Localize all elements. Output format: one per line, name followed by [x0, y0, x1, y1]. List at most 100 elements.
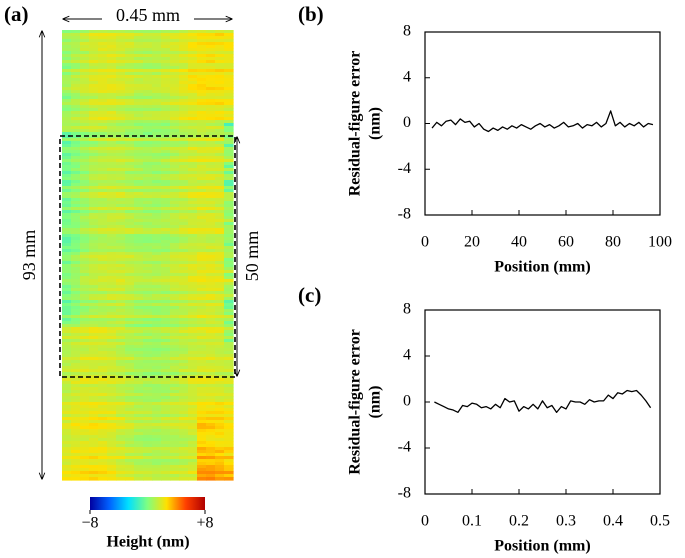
heatmap-cell [188, 366, 198, 370]
heatmap-cell [116, 189, 126, 193]
heatmap-cell [98, 30, 108, 34]
heatmap-cell [89, 351, 99, 355]
heatmap-cell [206, 390, 216, 394]
heatmap-cell [143, 456, 153, 460]
heatmap-cell [215, 87, 225, 91]
heatmap-cell [107, 477, 117, 481]
heatmap-cell [152, 162, 162, 166]
heatmap-cell [62, 366, 72, 370]
heatmap-cell [89, 330, 99, 334]
heatmap-cell [134, 213, 144, 217]
heatmap-cell [152, 303, 162, 307]
heatmap-cell [71, 66, 81, 70]
heatmap-cell [107, 408, 117, 412]
heatmap-cell [98, 381, 108, 385]
heatmap-cell [188, 72, 198, 76]
heatmap-cell [197, 114, 207, 118]
heatmap-cell [161, 321, 171, 325]
heatmap-cell [125, 456, 135, 460]
heatmap-cell [224, 261, 234, 265]
heatmap-cell [62, 330, 72, 334]
heatmap-cell [179, 321, 189, 325]
heatmap-cell [107, 402, 117, 406]
heatmap-cell [62, 327, 72, 331]
heatmap-cell [188, 363, 198, 367]
heatmap-cell [170, 366, 180, 370]
heatmap-cell [107, 51, 117, 55]
heatmap-cell [224, 378, 234, 382]
heatmap-cell [116, 171, 126, 175]
heatmap-cell [161, 246, 171, 250]
heatmap-cell [89, 165, 99, 169]
heatmap-cell [62, 222, 72, 226]
heatmap-cell [197, 66, 207, 70]
heatmap-cell [161, 294, 171, 298]
heatmap-cell [107, 258, 117, 262]
heatmap-cell [161, 48, 171, 52]
heatmap-cell [161, 402, 171, 406]
heatmap-cell [143, 270, 153, 274]
heatmap-cell [224, 432, 234, 436]
heatmap-cell [161, 138, 171, 142]
heatmap-cell [116, 462, 126, 466]
heatmap-cell [134, 39, 144, 43]
heatmap-cell [206, 183, 216, 187]
heatmap-cell [215, 30, 225, 34]
heatmap-cell [179, 42, 189, 46]
heatmap-cell [152, 459, 162, 463]
heatmap-cell [80, 93, 90, 97]
heatmap-cell [161, 129, 171, 133]
heatmap-cell [89, 255, 99, 259]
heatmap-cell [197, 381, 207, 385]
heatmap-cell [188, 462, 198, 466]
heatmap-cell [80, 30, 90, 34]
heatmap-cell [143, 465, 153, 469]
heatmap-cell [125, 60, 135, 64]
heatmap-cell [107, 222, 117, 226]
heatmap-cell [80, 342, 90, 346]
heatmap-cell [206, 312, 216, 316]
heatmap-cell [224, 438, 234, 442]
heatmap-cell [107, 327, 117, 331]
heatmap-cell [224, 132, 234, 136]
heatmap-cell [224, 36, 234, 40]
heatmap-cell [62, 444, 72, 448]
heatmap-cell [98, 237, 108, 241]
heatmap-cell [134, 462, 144, 466]
heatmap-cell [71, 231, 81, 235]
heatmap-cell [134, 348, 144, 352]
heatmap-cell [215, 321, 225, 325]
heatmap-cell [161, 78, 171, 82]
heatmap-cell [143, 474, 153, 478]
heatmap-cell [170, 330, 180, 334]
heatmap-cell [224, 243, 234, 247]
heatmap-cell [170, 225, 180, 229]
heatmap-cell [80, 117, 90, 121]
heatmap-cell [80, 435, 90, 439]
heatmap-cell [215, 336, 225, 340]
heatmap-cell [224, 48, 234, 52]
x-axis-label: Position (mm) [494, 538, 590, 555]
heatmap-cell [188, 159, 198, 163]
heatmap-cell [134, 336, 144, 340]
heatmap-cell [197, 252, 207, 256]
heatmap-cell [116, 279, 126, 283]
heatmap-cell [71, 339, 81, 343]
heatmap-cell [62, 246, 72, 250]
heatmap-cell [197, 75, 207, 79]
heatmap-cell [170, 93, 180, 97]
heatmap-cell [161, 393, 171, 397]
heatmap-cell [62, 78, 72, 82]
heatmap-cell [152, 189, 162, 193]
heatmap-cell [125, 93, 135, 97]
heatmap-cell [188, 354, 198, 358]
heatmap-cell [152, 354, 162, 358]
heatmap-cell [224, 33, 234, 37]
heatmap-cell [224, 273, 234, 277]
heatmap-cell [80, 321, 90, 325]
heatmap-cell [80, 303, 90, 307]
heatmap-cell [134, 99, 144, 103]
heatmap-cell [98, 369, 108, 373]
heatmap-cell [89, 150, 99, 154]
heatmap-cell [215, 69, 225, 73]
